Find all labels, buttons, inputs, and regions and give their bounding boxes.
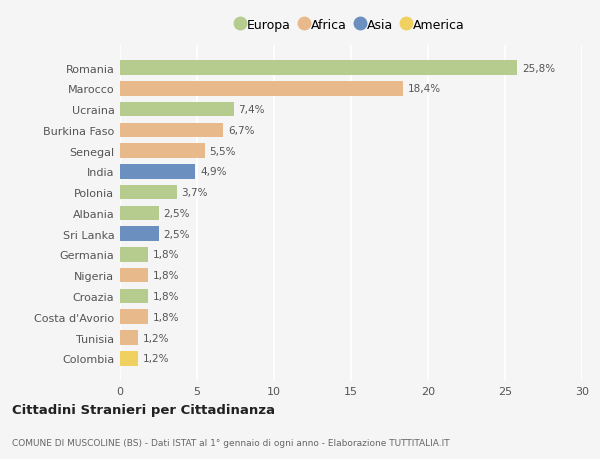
Text: COMUNE DI MUSCOLINE (BS) - Dati ISTAT al 1° gennaio di ogni anno - Elaborazione : COMUNE DI MUSCOLINE (BS) - Dati ISTAT al… — [12, 438, 449, 447]
Bar — [120, 123, 223, 138]
Bar — [120, 61, 517, 76]
Text: 1,8%: 1,8% — [152, 291, 179, 301]
Text: Cittadini Stranieri per Cittadinanza: Cittadini Stranieri per Cittadinanza — [12, 403, 275, 416]
Text: 25,8%: 25,8% — [522, 63, 555, 73]
Text: 5,5%: 5,5% — [209, 146, 236, 156]
Bar — [120, 144, 205, 158]
Bar — [120, 165, 196, 179]
Text: 1,2%: 1,2% — [143, 333, 170, 343]
Bar — [120, 330, 139, 345]
Bar — [120, 289, 148, 303]
Bar — [120, 227, 158, 241]
Bar — [120, 102, 234, 117]
Bar — [120, 185, 177, 200]
Bar — [120, 351, 139, 366]
Bar — [120, 269, 148, 283]
Text: 6,7%: 6,7% — [228, 126, 254, 135]
Text: 2,5%: 2,5% — [163, 208, 190, 218]
Text: 3,7%: 3,7% — [182, 188, 208, 198]
Bar — [120, 206, 158, 221]
Text: 2,5%: 2,5% — [163, 229, 190, 239]
Text: 4,9%: 4,9% — [200, 167, 227, 177]
Bar — [120, 82, 403, 96]
Text: 18,4%: 18,4% — [408, 84, 441, 94]
Text: 7,4%: 7,4% — [239, 105, 265, 115]
Text: 1,8%: 1,8% — [152, 271, 179, 280]
Bar — [120, 310, 148, 325]
Bar — [120, 247, 148, 262]
Text: 1,8%: 1,8% — [152, 312, 179, 322]
Text: 1,8%: 1,8% — [152, 250, 179, 260]
Text: 1,2%: 1,2% — [143, 353, 170, 364]
Legend: Europa, Africa, Asia, America: Europa, Africa, Asia, America — [237, 19, 465, 32]
